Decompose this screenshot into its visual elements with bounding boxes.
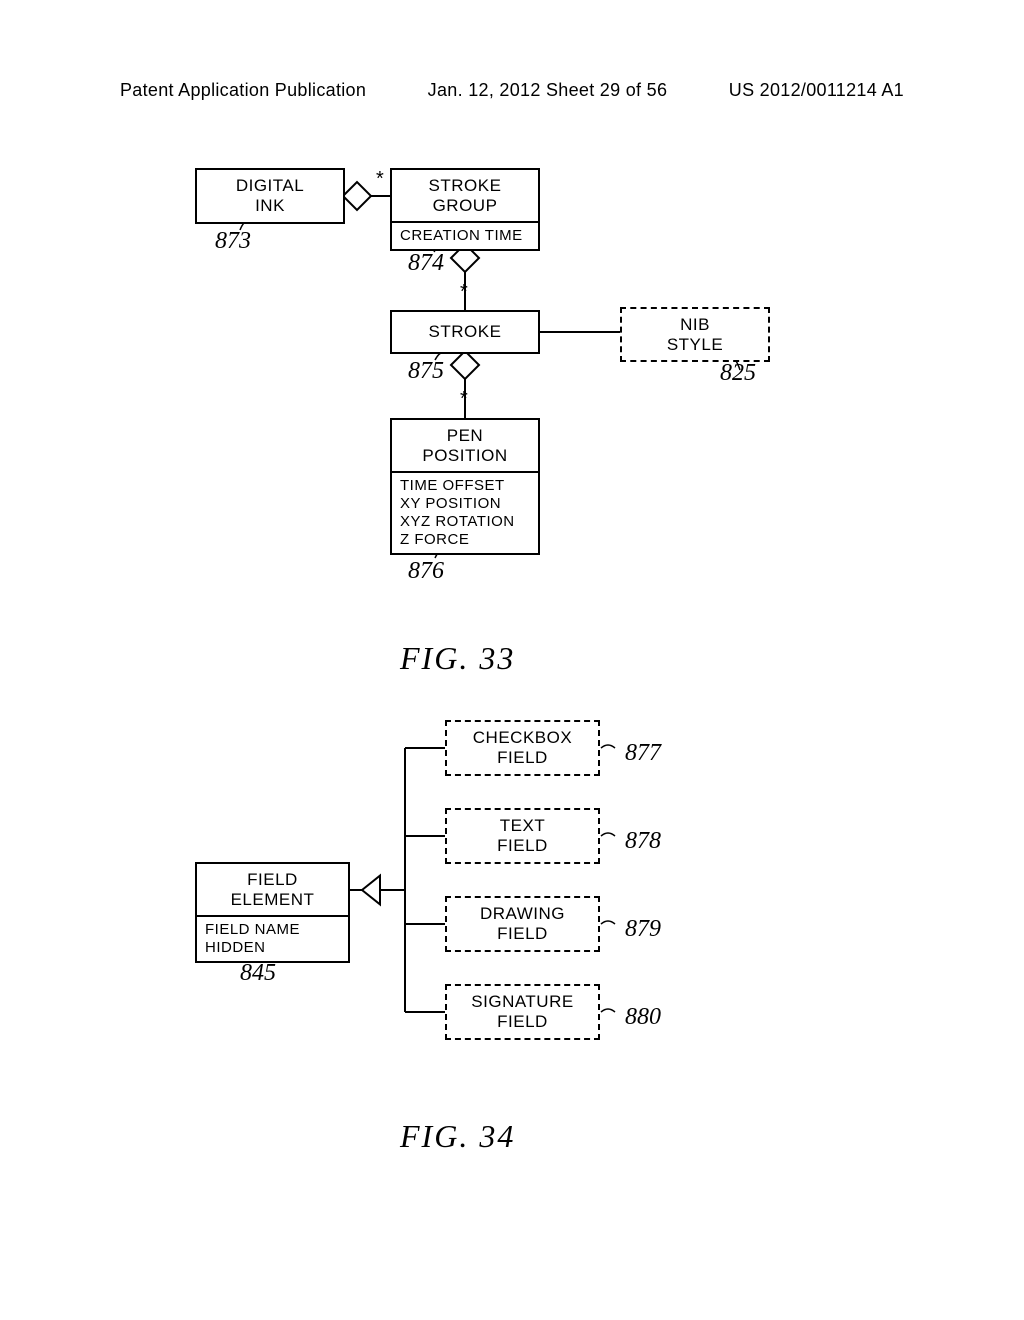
node-signature: SIGNATURE FIELD: [445, 984, 600, 1040]
node-text: TEXT FIELD: [445, 808, 600, 864]
ref-825: 825: [720, 360, 756, 387]
node-label: NIB STYLE: [663, 309, 727, 360]
node-fieldElement: FIELD ELEMENTFIELD NAME HIDDEN: [195, 862, 350, 963]
fig33-caption: FIG. 33: [400, 640, 515, 677]
svg-text:*: *: [460, 281, 468, 303]
node-attrs: FIELD NAME HIDDEN: [197, 915, 348, 961]
ref-878: 878: [625, 828, 661, 855]
node-label: TEXT FIELD: [493, 810, 552, 861]
header-center: Jan. 12, 2012 Sheet 29 of 56: [428, 80, 668, 101]
node-label: CHECKBOX FIELD: [469, 722, 576, 773]
node-label: DRAWING FIELD: [476, 898, 569, 949]
node-nibStyle: NIB STYLE: [620, 307, 770, 362]
node-checkbox: CHECKBOX FIELD: [445, 720, 600, 776]
node-attrs: TIME OFFSET XY POSITION XYZ ROTATION Z F…: [392, 471, 538, 553]
header-right: US 2012/0011214 A1: [729, 80, 904, 101]
node-label: PEN POSITION: [418, 420, 511, 471]
node-penPosition: PEN POSITIONTIME OFFSET XY POSITION XYZ …: [390, 418, 540, 555]
node-stroke: STROKE: [390, 310, 540, 354]
node-digitalInk: DIGITAL INK: [195, 168, 345, 224]
ref-879: 879: [625, 916, 661, 943]
svg-text:*: *: [460, 388, 468, 410]
ref-880: 880: [625, 1004, 661, 1031]
node-label: STROKE GROUP: [425, 170, 506, 221]
svg-text:*: *: [376, 168, 384, 190]
node-label: FIELD ELEMENT: [227, 864, 319, 915]
ref-845: 845: [240, 960, 276, 987]
node-label: DIGITAL INK: [232, 170, 308, 221]
ref-876: 876: [408, 558, 444, 585]
page-header: Patent Application Publication Jan. 12, …: [120, 80, 904, 101]
fig34-caption: FIG. 34: [400, 1118, 515, 1155]
node-label: SIGNATURE FIELD: [467, 986, 577, 1037]
header-left: Patent Application Publication: [120, 80, 366, 101]
node-drawing: DRAWING FIELD: [445, 896, 600, 952]
ref-874: 874: [408, 250, 444, 277]
ref-875: 875: [408, 358, 444, 385]
node-label: STROKE: [425, 316, 506, 348]
ref-873: 873: [215, 228, 251, 255]
ref-877: 877: [625, 740, 661, 767]
node-strokeGroup: STROKE GROUPCREATION TIME: [390, 168, 540, 251]
node-attrs: CREATION TIME: [392, 221, 538, 249]
